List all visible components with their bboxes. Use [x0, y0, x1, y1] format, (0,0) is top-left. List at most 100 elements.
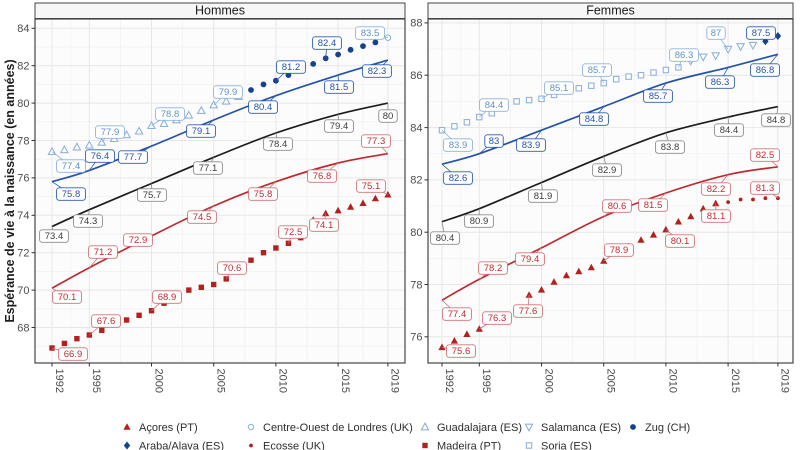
legend-item-salamanca-es: Salamanca (ES)	[524, 422, 621, 434]
facet-title: Femmes	[586, 4, 635, 18]
value-label-box	[582, 63, 612, 77]
madeira-pt-marker	[248, 257, 254, 263]
a-ores-pt-marker	[334, 206, 342, 214]
value-label: 84.8	[767, 115, 786, 126]
value-label-box	[638, 198, 668, 212]
madeira-pt-marker	[260, 250, 267, 256]
value-label-box	[312, 36, 342, 50]
value-label: 81.1	[707, 211, 726, 222]
value-label-box	[442, 307, 472, 321]
value-label-box	[579, 112, 609, 126]
a-ores-pt-marker	[359, 199, 367, 206]
centre-ouest-de-londres-uk-legend-icon	[247, 423, 255, 431]
value-label-box	[604, 243, 634, 257]
y-tick-label: 80	[17, 98, 29, 110]
value-label: 79.1	[192, 126, 211, 137]
value-label: 83.9	[522, 140, 541, 151]
value-label-box	[248, 187, 278, 201]
value-label: 75.8	[62, 189, 81, 200]
value-label: 82.5	[756, 150, 775, 161]
value-label: 75.1	[362, 181, 381, 192]
soria-es-marker	[637, 71, 645, 79]
y-tick-label: 82	[410, 175, 422, 187]
zug-ch-marker	[372, 39, 379, 46]
value-label-box	[307, 169, 337, 183]
y-tick-label: 74	[17, 210, 29, 222]
x-tick-label: 2015	[339, 369, 351, 393]
y-tick-label: 76	[410, 332, 422, 344]
a-ores-pt-marker	[347, 203, 355, 210]
guadalajara-es-marker	[146, 120, 157, 129]
legend-label: Zug (CH)	[645, 422, 690, 434]
value-label-box	[602, 199, 632, 213]
value-label-box	[324, 80, 354, 94]
value-label-box	[669, 48, 699, 62]
value-label: 78.2	[484, 263, 503, 274]
x-tick-label: 1995	[90, 369, 102, 393]
ecosse-uk-legend-icon	[249, 443, 253, 448]
value-label: 80.9	[470, 216, 489, 227]
value-label-box	[665, 234, 695, 248]
value-label: 87	[711, 28, 722, 39]
value-label-box	[528, 189, 558, 203]
value-label: 80.1	[671, 236, 690, 247]
a-ores-pt-marker	[637, 236, 645, 243]
guadalajara-es-marker	[134, 126, 144, 135]
zug-ch-marker	[347, 46, 354, 53]
legend-item-guadalajara-es: Guadalajara (ES)	[420, 422, 522, 434]
soria-es-marker	[612, 75, 620, 83]
salamanca-es-marker	[748, 41, 758, 51]
value-label: 85.7	[588, 65, 607, 76]
value-label-box	[324, 119, 354, 133]
value-label-box	[516, 138, 546, 152]
soria-es-marker	[662, 66, 670, 74]
value-label: 82.2	[707, 184, 726, 195]
zug-ch-marker	[335, 51, 341, 58]
madeira-pt-marker	[61, 340, 68, 347]
madeira-pt-marker	[223, 276, 229, 282]
a-ores-pt-marker	[649, 231, 658, 238]
guadalajara-es-marker	[159, 118, 169, 128]
guadalajara-es-marker	[72, 142, 82, 151]
guadalajara-es-legend-icon	[420, 422, 430, 431]
value-label: 84.8	[585, 114, 604, 125]
a-ores-pt-marker	[525, 291, 533, 298]
value-label: 79.9	[219, 87, 238, 98]
madeira-pt-marker	[74, 336, 80, 342]
value-label-box	[309, 218, 339, 232]
value-label-box	[446, 344, 476, 358]
value-label-box	[52, 290, 82, 304]
value-label-box	[137, 188, 167, 202]
value-label-box	[761, 113, 791, 127]
a-ores-pt-marker	[550, 278, 558, 285]
legend-label: Açores (PT)	[139, 422, 198, 434]
zug-ch-marker	[248, 87, 254, 93]
madeira-pt-marker	[123, 317, 130, 323]
y-tick-label: 88	[410, 18, 422, 30]
value-label-box	[56, 159, 86, 173]
value-label-box	[443, 138, 473, 152]
zug-ch-marker	[260, 81, 267, 88]
series-ecosse-uk	[726, 196, 780, 205]
value-label-box	[248, 100, 278, 114]
value-label-box	[701, 182, 731, 196]
value-label: 74.1	[315, 220, 334, 231]
value-label-box	[213, 85, 243, 99]
x-tick-label: 2005	[605, 369, 617, 393]
soria-es-marker	[575, 85, 583, 92]
y-tick-label: 70	[17, 285, 29, 297]
value-label: 83.8	[661, 142, 680, 153]
value-label-box	[464, 214, 494, 228]
value-label: 77.4	[62, 161, 81, 172]
value-label: 79.4	[521, 254, 540, 265]
a-ores-pt-marker	[475, 325, 483, 332]
ecosse-uk-marker	[751, 197, 755, 202]
value-label: 70.1	[58, 292, 77, 303]
value-label: 68.9	[158, 292, 177, 303]
guadalajara-es-marker	[184, 110, 194, 119]
a-ores-pt-marker	[384, 190, 392, 198]
value-label-box	[276, 60, 306, 74]
value-label: 76.8	[313, 171, 332, 182]
a-ores-pt-marker	[371, 194, 379, 202]
